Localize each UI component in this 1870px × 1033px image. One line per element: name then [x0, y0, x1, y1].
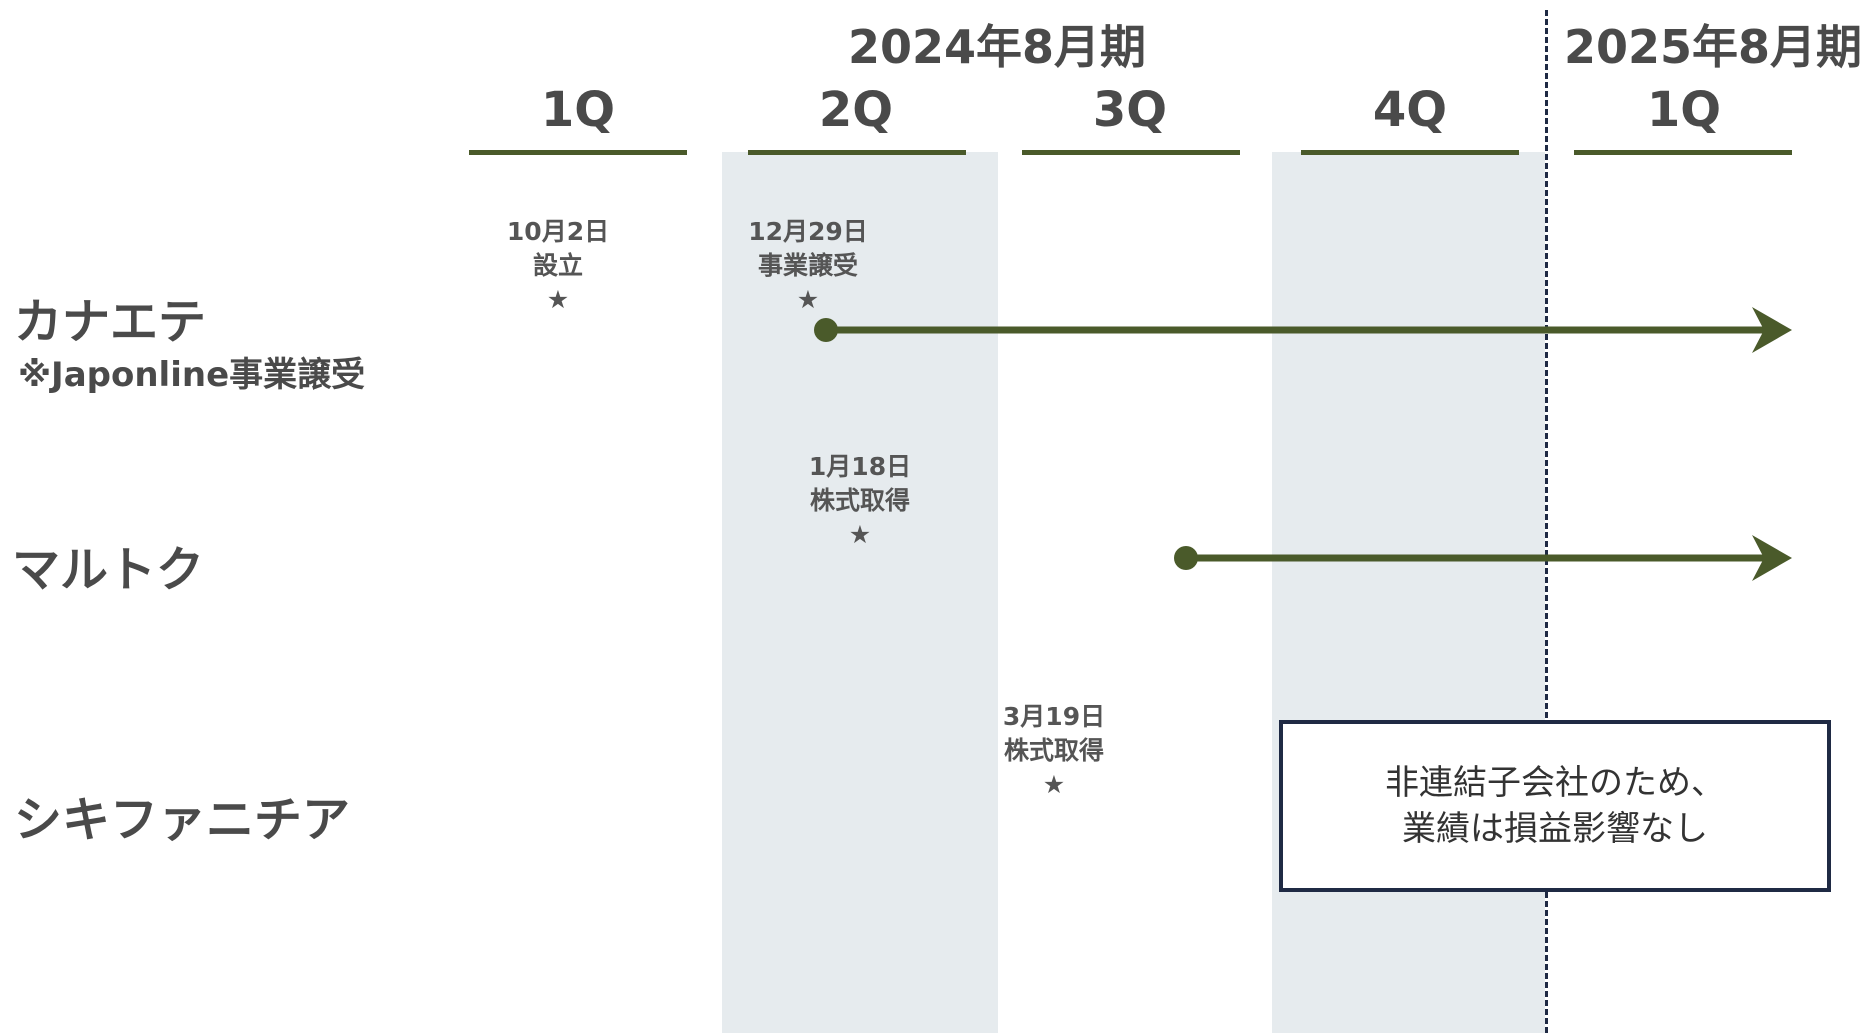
quarter-underline-2q — [748, 150, 966, 155]
unconsolidated-note-box: 非連結子会社のため、 業績は損益影響なし — [1279, 720, 1831, 892]
quarter-4q: 4Q — [1372, 82, 1448, 138]
event-share-acquisition-marutoku: 1月18日 株式取得 ★ — [760, 450, 960, 552]
quarter-underline-4q — [1301, 150, 1519, 155]
star-icon: ★ — [796, 285, 820, 314]
quarter-underline-3q — [1022, 150, 1240, 155]
quarter-3q: 3Q — [1092, 82, 1168, 138]
event-date: 10月2日 — [506, 217, 610, 246]
event-label: 株式取得 — [809, 486, 910, 515]
event-label: 株式取得 — [1003, 736, 1104, 765]
quarter-next-1q: 1Q — [1646, 82, 1722, 138]
event-share-acquisition-shiki: 3月19日 株式取得 ★ — [954, 700, 1154, 802]
company-kanaete: カナエテ — [14, 294, 207, 350]
quarter-2q: 2Q — [818, 82, 894, 138]
company-kanaete-note: ※Japonline事業譲受 — [18, 355, 366, 395]
arrow-marutoku — [1174, 535, 1792, 581]
event-label: 設立 — [532, 251, 583, 280]
fiscal-year-2024: 2024年8月期 — [848, 20, 1147, 74]
event-business-transfer: 12月29日 事業譲受 ★ — [708, 215, 908, 317]
event-label: 事業譲受 — [757, 251, 858, 280]
quarter-underline-next-1q — [1574, 150, 1792, 155]
quarter-1q: 1Q — [540, 82, 616, 138]
star-icon: ★ — [1042, 770, 1066, 799]
fiscal-year-2025: 2025年8月期 — [1564, 20, 1863, 74]
company-marutoku: マルトク — [12, 542, 205, 598]
star-icon: ★ — [848, 520, 872, 549]
event-founding: 10月2日 設立 ★ — [458, 215, 658, 317]
arrow-kanaete — [814, 307, 1792, 353]
shade-2q — [722, 152, 998, 1033]
company-shikifanichia: シキファニチア — [14, 792, 351, 848]
event-date: 3月19日 — [1002, 702, 1106, 731]
note-line-1: 非連結子会社のため、 — [1385, 763, 1725, 803]
event-date: 12月29日 — [748, 217, 868, 246]
quarter-underline-1q — [469, 150, 687, 155]
event-date: 1月18日 — [808, 452, 912, 481]
note-line-2: 業績は損益影響なし — [1402, 809, 1708, 849]
star-icon: ★ — [546, 285, 570, 314]
fiscal-year-boundary-line — [1545, 10, 1548, 1033]
